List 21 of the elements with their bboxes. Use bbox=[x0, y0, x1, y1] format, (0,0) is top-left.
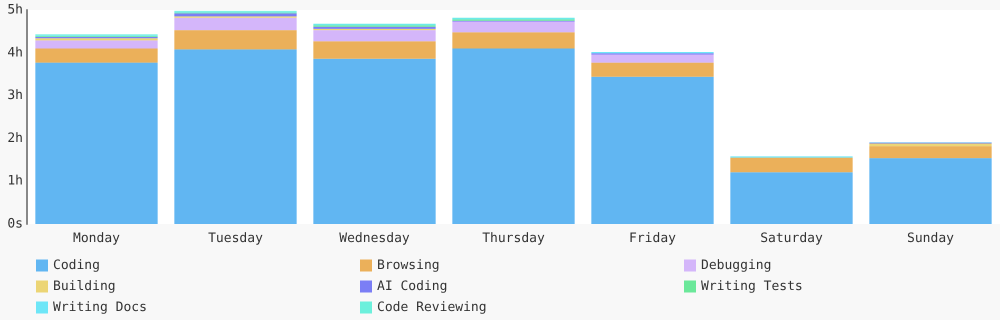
y-tick-label: 3h bbox=[7, 88, 23, 104]
x-tick-label: Sunday bbox=[907, 231, 954, 246]
y-tick-label: 1h bbox=[7, 174, 23, 189]
legend-label: Code Reviewing bbox=[377, 300, 487, 315]
legend-label: AI Coding bbox=[377, 279, 448, 294]
legend-label: Coding bbox=[53, 258, 100, 273]
legend-label: Debugging bbox=[701, 258, 772, 273]
x-tick-label: Monday bbox=[73, 231, 120, 246]
legend-label: Writing Tests bbox=[701, 279, 803, 294]
legend-label: Building bbox=[53, 279, 116, 294]
y-tick-label: 5h bbox=[7, 2, 23, 18]
y-tick-label: 2h bbox=[7, 130, 23, 146]
x-tick-label: Thursday bbox=[482, 231, 545, 246]
legend-label: Browsing bbox=[377, 258, 440, 273]
y-tick-label: 0s bbox=[7, 216, 23, 232]
x-tick-label: Tuesday bbox=[208, 231, 264, 246]
legend-label: Writing Docs bbox=[53, 300, 147, 315]
x-tick-label: Friday bbox=[629, 231, 676, 246]
y-tick-label: 4h bbox=[7, 45, 23, 60]
x-tick-label: Saturday bbox=[760, 231, 823, 246]
x-tick-label: Wednesday bbox=[339, 231, 410, 246]
